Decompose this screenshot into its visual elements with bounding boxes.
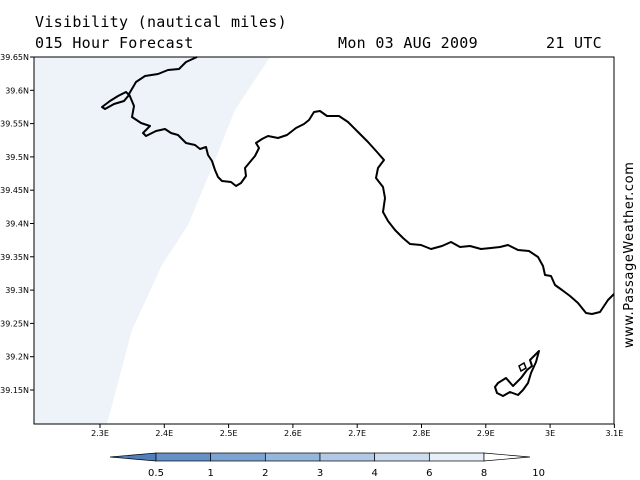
mallorca-coastline [128,56,615,315]
colorbar-label: 0.5 [148,468,164,479]
lat-label: 39.25N [0,319,29,328]
colorbar-swatch [428,452,485,462]
lon-label: 2.8E [413,429,431,438]
forecast-hour: 015 Hour Forecast [35,34,194,52]
colorbar-swatch [109,452,157,462]
lon-label: 3.1E [606,429,624,438]
lat-label: 39.6N [5,86,29,95]
lat-label: 39.45N [0,186,29,195]
chart-title: Visibility (nautical miles) [35,13,287,31]
colorbar-swatch [319,452,376,462]
forecast-date: Mon 03 AUG 2009 [338,34,478,52]
lat-label: 39.4N [5,220,29,229]
colorbar-swatch [155,452,212,462]
colorbar-label: 3 [317,468,323,479]
colorbar-label: 10 [532,468,545,479]
lon-label: 2.4E [155,429,173,438]
map-frame [33,56,615,425]
colorbar-swatch [210,452,266,462]
lon-label: 2.9E [477,429,495,438]
lon-label: 2.7E [348,429,366,438]
colorbar-label: 8 [481,468,487,479]
lat-label: 39.65N [0,53,29,62]
lat-label: 39.15N [0,386,29,395]
longitude-axis: 2.3E 2.4E 2.5E 2.6E 2.7E 2.8E 2.9E 3E 3.1E [91,424,623,438]
colorbar-label: 4 [371,468,377,479]
reduced-visibility-region [34,57,270,424]
lat-label: 39.3N [5,286,29,295]
colorbar-label: 2 [262,468,268,479]
latitude-axis: 39.65N 39.6N 39.55N 39.5N 39.45N 39.4N 39.35N 3… [0,53,34,395]
lon-label: 2.5E [220,429,238,438]
colorbar-swatch [374,452,430,462]
forecast-time: 21 UTC [546,34,602,52]
lat-label: 39.35N [0,253,29,262]
colorbar-label: 1 [207,468,213,479]
colorbar-swatch [483,452,531,462]
lon-label: 2.6E [284,429,302,438]
colorbar-label: 6 [426,468,432,479]
lat-label: 39.2N [5,353,29,362]
visibility-colorbar: 0.5 1 2 3 4 6 8 10 [109,452,545,479]
lon-label: 2.3E [91,429,109,438]
small-islet [518,361,527,373]
lat-label: 39.5N [5,153,29,162]
dragonera-island [101,91,130,110]
cabrera-island [494,350,540,397]
lon-label: 3E [545,429,555,438]
colorbar-swatch [264,452,321,462]
lat-label: 39.55N [0,120,29,129]
